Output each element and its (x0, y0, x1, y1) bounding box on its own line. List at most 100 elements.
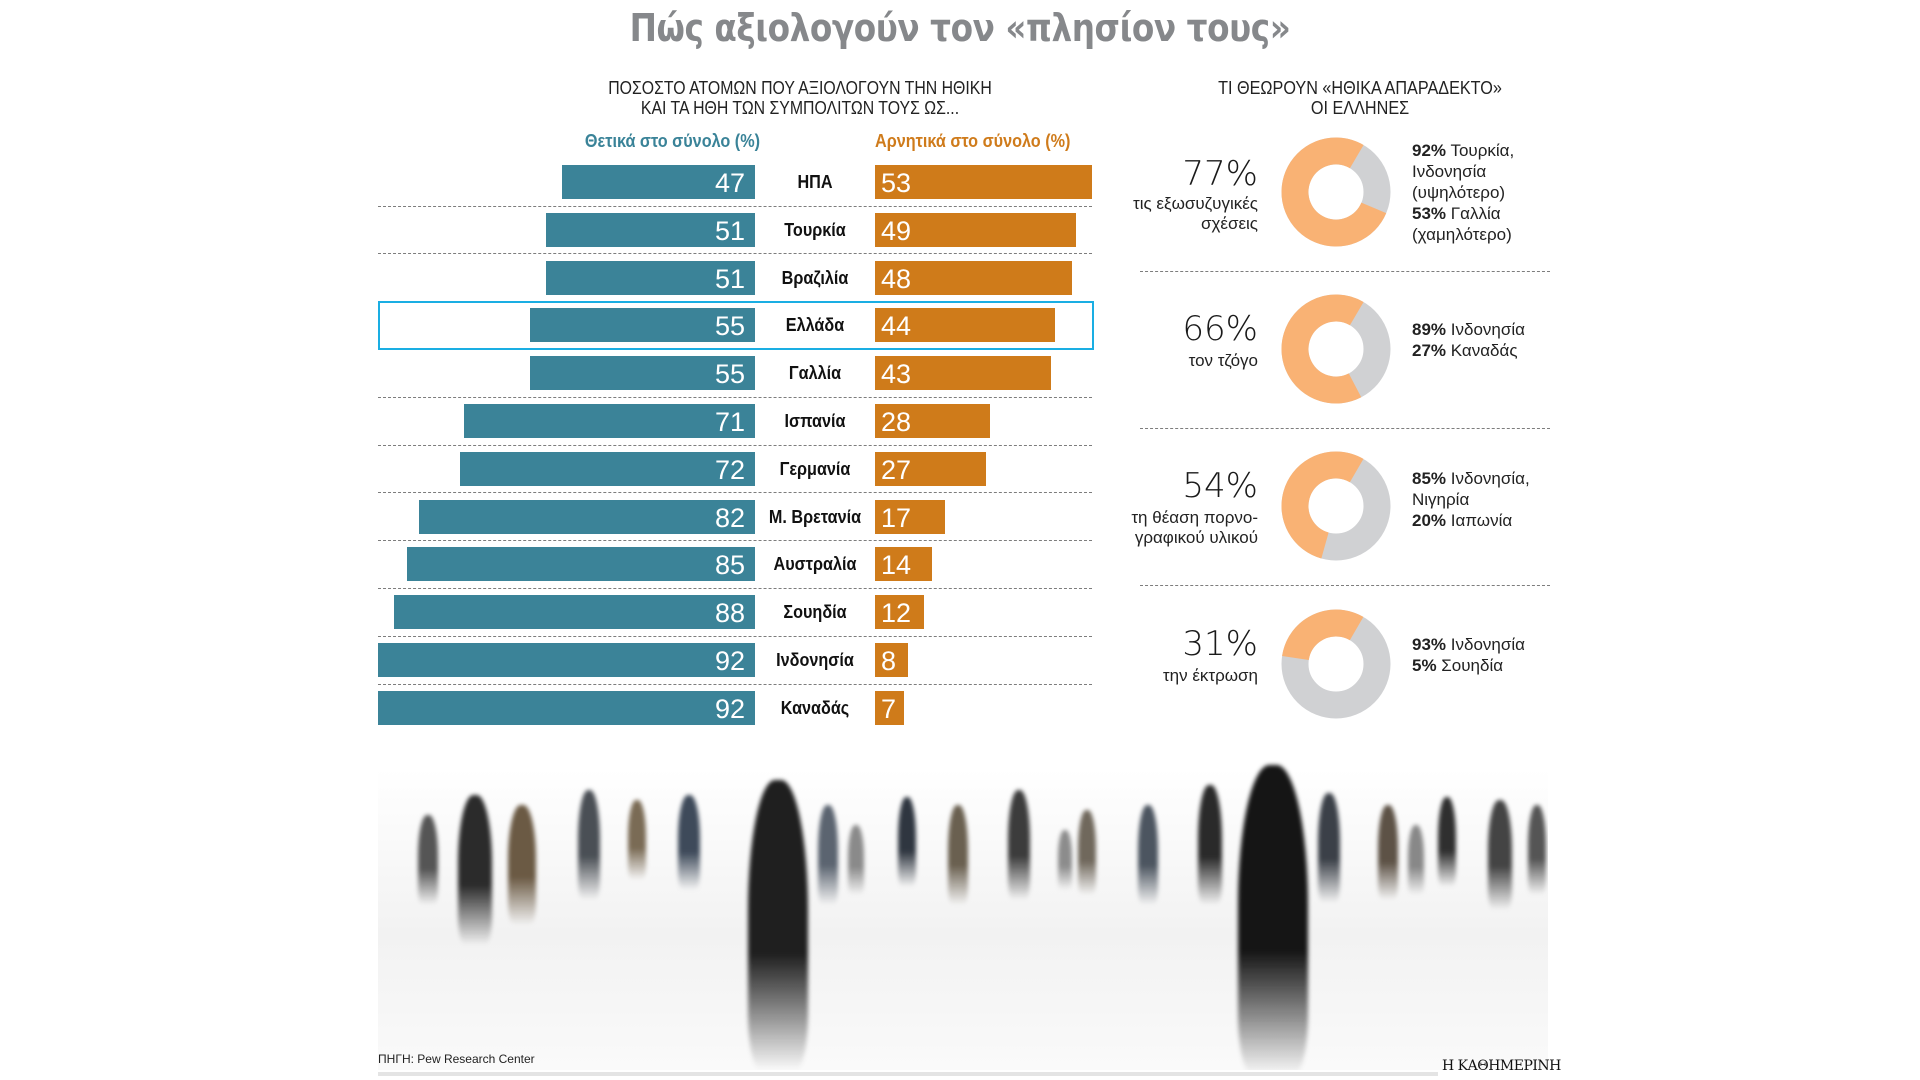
donut-notes: 93% Ινδονησία 5% Σουηδία (1412, 634, 1562, 676)
bar-positive-label: 55 (714, 359, 745, 390)
bar-chart-subtitle: ΠΟΣΟΣΤΟ ΑΤΟΜΩΝ ΠΟΥ ΑΞΙΟΛΟΓΟΥΝ ΤΗΝ ΗΘΙΚΗ … (571, 78, 1029, 118)
subtitle-line-2: ΚΑΙ ΤΑ ΗΘΗ ΤΩΝ ΣΥΜΠΟΛΙΤΩΝ ΤΟΥΣ ΩΣ... (640, 98, 960, 118)
crowd-figure (578, 790, 600, 900)
crowd-figure (818, 805, 838, 905)
legend-negative: Αρνητικά στο σύνολο (%) (875, 131, 1071, 151)
legend-positive: Θετικά στο σύνολο (%) (584, 131, 760, 151)
crowd-figure (1318, 793, 1340, 903)
bar-negative-label: 28 (881, 407, 912, 437)
donut-divider (1140, 271, 1550, 272)
note-text: Καναδάς (1446, 341, 1518, 360)
bar-positive: 51 (546, 260, 755, 295)
bar-positive: 51 (546, 212, 755, 247)
note-text: Τουρκία, Ινδονησία (υψηλότερο) (1412, 141, 1515, 202)
bar-negative-label: 48 (881, 263, 912, 294)
bar-negative: 43 (875, 356, 1052, 391)
brand-logo: Η ΚΑΘΗΜΕΡΙΝΗ (1442, 1058, 1561, 1074)
bar-negative-label: 17 (881, 502, 912, 533)
row-divider (378, 683, 1092, 685)
bar-negative-label: 12 (881, 598, 912, 629)
note-percent: 92% (1412, 141, 1447, 160)
bar-negative: 53 (875, 165, 1093, 199)
subtitle-line-1: ΠΟΣΟΣΤΟ ΑΤΟΜΩΝ ΠΟΥ ΑΞΙΟΛΟΓΟΥΝ ΤΗΝ ΗΘΙΚΗ (608, 78, 992, 98)
country-label: Ισπανία (784, 411, 846, 431)
crowd-figure (1138, 805, 1158, 905)
donut-caption: τις εξωσυζυγικές σχέσεις (1132, 194, 1258, 233)
country-label: Καναδάς (780, 697, 850, 718)
crowd-figure (748, 780, 808, 1070)
bar-negative: 17 (875, 499, 945, 534)
donut-value-slice (1281, 451, 1391, 561)
bar-negative: 7 (875, 690, 904, 725)
note-percent: 20% (1412, 511, 1447, 530)
footer-rule (378, 1072, 1438, 1076)
note-line: 27% Καναδάς (1412, 340, 1562, 361)
donut-item: 66% τον τζόγο 89% Ινδονησία 27% Καναδάς (1130, 275, 1550, 429)
bar-positive-label: 55 (714, 311, 745, 342)
donut-percent: 31% (1182, 624, 1258, 664)
note-text: Ινδονησία (1446, 320, 1525, 339)
bar-positive: 82 (418, 499, 755, 534)
note-line: 5% Σουηδία (1412, 655, 1562, 676)
bar-negative: 27 (875, 451, 986, 486)
donut-notes: 89% Ινδονησία 27% Καναδάς (1412, 319, 1562, 361)
country-label: Ινδονησία (776, 650, 854, 670)
donut-item: 54% τη θέαση πορνο-γραφικού υλικού 85% Ινδ… (1130, 432, 1550, 586)
donut-section-subtitle: ΤΙ ΘΕΩΡΟΥΝ «ΗΘΙΚΑ ΑΠΑΡΑΔΕΚΤΟ» ΟΙ ΕΛΛΗΝΕΣ (1171, 78, 1549, 118)
bar-positive: 71 (464, 404, 755, 438)
country-label: Αυστραλία (773, 554, 857, 575)
donut-percent: 54% (1182, 466, 1258, 506)
row-divider (378, 253, 1092, 255)
note-text: Ινδονησία (1446, 635, 1525, 654)
bar-negative-label: 27 (881, 454, 912, 485)
bar-negative-label: 44 (881, 311, 912, 342)
donut-notes: 85% Ινδονησία, Νιγηρία 20% Ιαπωνία (1412, 468, 1562, 531)
country-label: Ελλάδα (785, 315, 845, 336)
country-label: Βραζιλία (781, 267, 849, 288)
donut-divider (1140, 428, 1550, 429)
row-divider (378, 587, 1092, 589)
donut-caption: τη θέαση πορνο-γραφικού υλικού (1131, 508, 1258, 547)
bar-negative-label: 14 (881, 550, 912, 581)
note-percent: 89% (1412, 320, 1447, 339)
country-label: Σουηδία (783, 602, 847, 623)
note-line: 89% Ινδονησία (1412, 319, 1562, 340)
note-text: Ινδονησία, Νιγηρία (1412, 469, 1530, 509)
donut-caption: την έκτρωση (1162, 666, 1258, 685)
note-line: 20% Ιαπωνία (1412, 510, 1562, 531)
bar-negative: 49 (875, 212, 1076, 247)
crowd-figure (1058, 830, 1072, 890)
bar-negative: 48 (875, 260, 1072, 295)
bar-positive: 92 (378, 643, 755, 677)
country-label: ΗΠΑ (797, 172, 833, 192)
row-divider (378, 396, 1092, 398)
crowd-figure (1078, 810, 1096, 895)
crowd-figure (418, 815, 438, 905)
note-line: 92% Τουρκία, Ινδονησία (υψηλότερο) (1412, 140, 1562, 203)
bar-negative-label: 49 (881, 215, 912, 246)
donut-value-slice (1281, 294, 1391, 404)
row-divider (378, 444, 1092, 446)
bar-positive-label: 85 (714, 550, 745, 581)
note-text: Ιαπωνία (1446, 511, 1513, 530)
crowd-figure (948, 805, 968, 905)
page-title: Πώς αξιολογούν τον «πλησίον τους» (629, 6, 1291, 50)
donut-chart (1281, 137, 1391, 247)
crowd-figure (1198, 785, 1222, 905)
crowd-figure (848, 825, 864, 895)
crowd-photo (378, 735, 1548, 1070)
bar-positive-label: 92 (714, 646, 745, 676)
country-label: Γερμανία (779, 458, 851, 479)
country-label: Γαλλία (788, 363, 842, 384)
crowd-figure (1438, 797, 1456, 887)
donut-item: 77% τις εξωσυζυγικές σχέσεις 92% Τουρκία, … (1130, 118, 1550, 272)
donut-value-slice (1281, 137, 1391, 247)
donut-divider (1140, 585, 1550, 586)
donut-chart (1281, 609, 1391, 719)
row-divider (378, 635, 1092, 637)
crowd-figure (1008, 790, 1030, 900)
bar-negative-label: 43 (881, 359, 912, 390)
donut-notes: 92% Τουρκία, Ινδονησία (υψηλότερο) 53% Γα… (1412, 140, 1562, 245)
bar-positive-label: 72 (714, 454, 745, 485)
